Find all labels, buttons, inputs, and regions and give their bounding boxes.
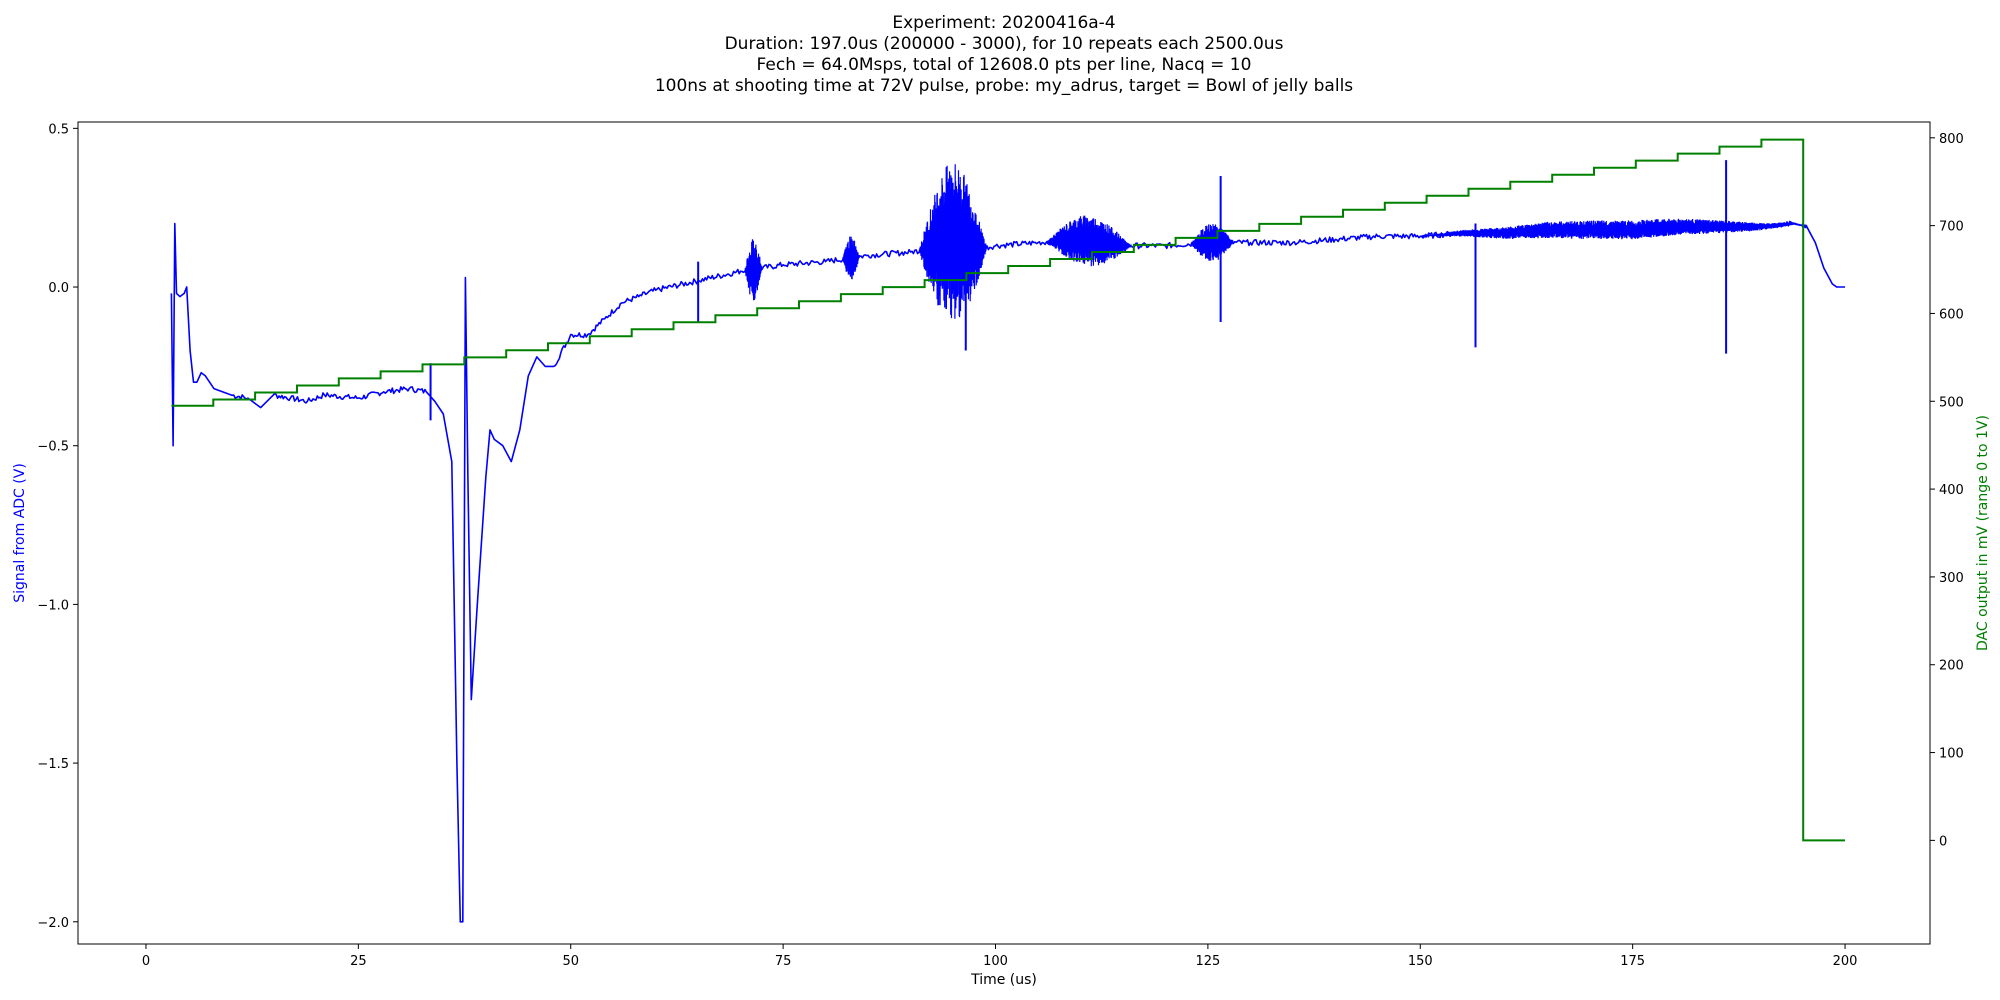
signal-burst [744,239,763,301]
y-left-tick-label: 0.5 [48,122,69,137]
x-axis-ticks: 0 25 50 75 100 125 150 175 200 [142,944,1858,969]
x-tick-label: 0 [142,954,150,969]
x-tick-label: 50 [562,954,579,969]
chart-title: Experiment: 20200416a-4 Duration: 197.0u… [655,13,1353,96]
y-left-tick-label: −2.0 [37,916,69,931]
y-left-tick-label: −0.5 [37,440,69,455]
series-dac-output [171,138,1845,842]
x-tick-label: 75 [775,954,792,969]
y-left-axis-ticks: −2.0 −1.5 −1.0 −0.5 0.0 0.5 [37,122,78,931]
y-right-tick-label: 300 [1939,571,1964,586]
signal-burst [918,164,988,319]
y-right-tick-label: 200 [1939,659,1964,674]
y-right-tick-label: 500 [1939,395,1964,410]
y-right-tick-label: 600 [1939,307,1964,322]
x-tick-label: 200 [1833,954,1858,969]
x-tick-label: 25 [350,954,367,969]
signal-burst [1046,215,1132,267]
y-right-axis-label: DAC output in mV (range 0 to 1V) [1975,415,1991,651]
y-right-tick-label: 400 [1939,483,1964,498]
y-left-tick-label: −1.5 [37,757,69,772]
y-left-axis-label: Signal from ADC (V) [12,463,28,603]
y-left-tick-label: −1.0 [37,598,69,613]
signal-burst [1420,218,1812,240]
signal-burst [1190,224,1234,261]
x-tick-label: 150 [1408,954,1433,969]
title-line-1: Experiment: 20200416a-4 [892,13,1115,33]
title-line-4: 100ns at shooting time at 72V pulse, pro… [655,76,1353,96]
x-axis-label: Time (us) [970,972,1037,988]
title-line-3: Fech = 64.0Msps, total of 12608.0 pts pe… [757,55,1252,75]
plot-frame [77,121,1931,945]
x-tick-label: 125 [1195,954,1220,969]
x-tick-label: 100 [983,954,1008,969]
y-right-tick-label: 800 [1939,132,1964,147]
y-right-axis-ticks: 0 100 200 300 400 500 600 700 800 [1930,132,1964,849]
plot-area [170,138,1845,923]
signal-spikes [429,160,1728,421]
signal-burst [842,236,861,280]
y-right-tick-label: 100 [1939,747,1964,762]
y-right-tick-label: 0 [1939,834,1947,849]
y-right-tick-label: 700 [1939,220,1964,235]
y-left-tick-label: 0.0 [48,281,69,296]
signal-bursts [744,164,1812,319]
x-tick-label: 175 [1620,954,1645,969]
title-line-2: Duration: 197.0us (200000 - 3000), for 1… [725,34,1284,54]
